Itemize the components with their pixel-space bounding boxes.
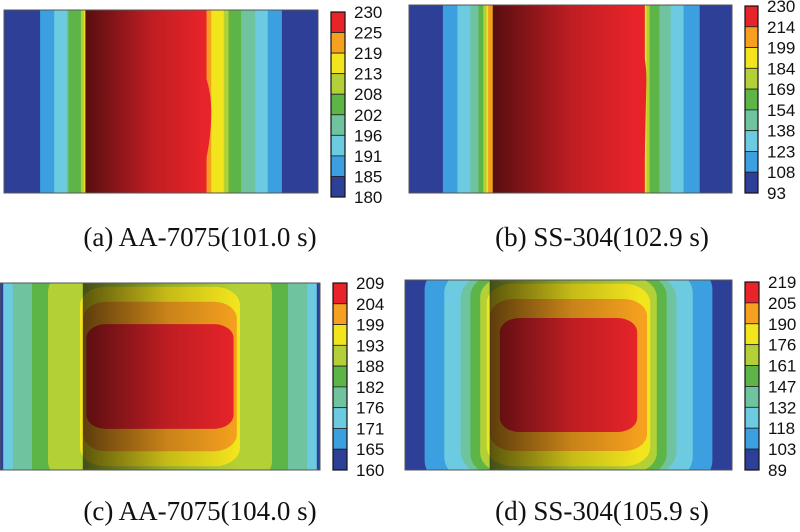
colorbar-label: 205	[768, 294, 796, 313]
colorbar-label: 202	[354, 106, 382, 125]
colorbar-label: 204	[356, 295, 384, 314]
colorbar-swatch	[330, 134, 346, 157]
colorbar-label: 185	[354, 167, 382, 186]
colorbar-label: 214	[767, 18, 795, 37]
colorbar-label: 208	[354, 85, 382, 104]
caption-c: (c) AA-7075(104.0 s)	[83, 496, 317, 526]
contour-plot-c	[0, 282, 321, 471]
colorbar-label: 160	[356, 461, 384, 480]
colorbar-label: 219	[768, 273, 796, 292]
colorbar-label: 176	[356, 399, 384, 418]
contour-plot-d	[404, 279, 733, 471]
colorbar-label: 199	[356, 316, 384, 335]
colorbar-label: 147	[768, 377, 796, 396]
colorbar-label: 176	[768, 336, 796, 355]
colorbar-swatch	[744, 88, 759, 111]
shading	[490, 280, 641, 470]
colorbar-swatch	[330, 32, 346, 54]
colorbar-label: 199	[767, 39, 795, 58]
colorbar-swatch	[330, 11, 346, 33]
colorbar-label: 191	[354, 147, 382, 166]
colorbar-swatch	[330, 155, 346, 177]
colorbar-swatch	[332, 324, 348, 346]
colorbar-swatch	[744, 171, 759, 194]
colorbar-swatch	[332, 386, 348, 409]
colorbar-label: 193	[356, 336, 384, 355]
colorbar-swatch	[744, 109, 759, 132]
colorbar-label: 132	[768, 398, 796, 417]
colorbar-swatch	[744, 67, 759, 90]
colorbar-swatch	[744, 5, 759, 28]
plot-border	[404, 279, 733, 471]
shading	[85, 10, 205, 193]
colorbar-label: 190	[768, 315, 796, 334]
colorbar-swatch	[332, 344, 348, 367]
colorbar-swatch	[332, 448, 348, 471]
colorbar-label: 219	[354, 44, 382, 63]
shading	[83, 283, 237, 470]
colorbar-swatch	[744, 427, 760, 450]
caption-d: (d) SS-304(105.9 s)	[495, 496, 709, 526]
colorbar-swatch	[744, 386, 760, 408]
contour-plot-b	[408, 4, 733, 194]
colorbar-swatch	[330, 114, 346, 136]
colorbar-label: 230	[767, 0, 795, 16]
colorbar-label: 230	[354, 3, 382, 22]
colorbar-label: 103	[768, 440, 796, 459]
colorbar-label: 225	[354, 24, 382, 43]
colorbar-swatch	[744, 365, 760, 387]
colorbar-swatch	[744, 344, 760, 366]
colorbar-swatch	[330, 176, 346, 198]
colorbar-swatch	[744, 448, 760, 471]
colorbar-swatch	[744, 323, 760, 346]
colorbar-swatch	[330, 93, 346, 116]
colorbar-swatch	[332, 303, 348, 325]
colorbar-label: 182	[356, 378, 384, 397]
colorbar-label: 165	[356, 440, 384, 459]
colorbar-label: 93	[767, 184, 786, 203]
colorbar-label: 184	[767, 59, 795, 78]
colorbar-swatch	[744, 26, 759, 48]
colorbar-swatch	[744, 151, 759, 173]
colorbar-swatch	[330, 52, 346, 75]
colorbar-label: 180	[354, 188, 382, 207]
colorbar-label: 209	[356, 274, 384, 293]
colorbar-label: 169	[767, 80, 795, 99]
colorbar-swatch	[744, 281, 760, 304]
colorbar-swatch	[744, 47, 759, 69]
caption-b: (b) SS-304(102.9 s)	[495, 222, 709, 252]
colorbar-label: 196	[354, 126, 382, 145]
colorbar-swatch	[744, 406, 760, 429]
colorbar-swatch	[332, 282, 348, 305]
colorbar-swatch	[744, 130, 759, 152]
colorbar-label: 138	[767, 122, 795, 141]
colorbar-label: 213	[354, 65, 382, 84]
colorbar-label: 123	[767, 142, 795, 161]
colorbar-label: 188	[356, 357, 384, 376]
caption-a: (a) AA-7075(101.0 s)	[83, 222, 317, 252]
colorbar-swatch	[744, 302, 760, 325]
colorbar-swatch	[332, 407, 348, 429]
colorbar-label: 89	[768, 461, 787, 480]
plot-border	[0, 282, 321, 471]
plot-border	[408, 4, 733, 194]
colorbar-swatch	[332, 365, 348, 388]
colorbar-swatch	[332, 428, 348, 450]
shading	[492, 5, 636, 193]
colorbar-label: 154	[767, 101, 795, 120]
plot-border	[3, 9, 319, 194]
colorbar-label: 108	[767, 163, 795, 182]
colorbar-label: 118	[768, 419, 795, 438]
contour-plot-a	[3, 9, 319, 194]
colorbar-label: 161	[768, 357, 796, 376]
colorbar-swatch	[330, 73, 346, 95]
colorbar-label: 171	[356, 419, 384, 438]
